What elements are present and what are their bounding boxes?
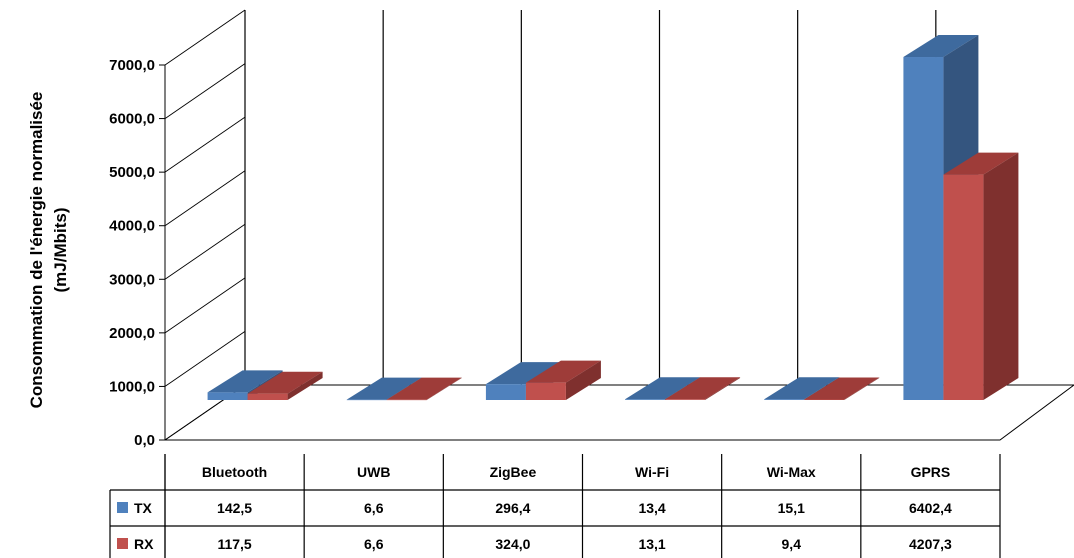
bar-RX-Wi-Fi-side <box>705 377 741 400</box>
legend-key-RX <box>117 538 128 549</box>
table-header-cell: GPRS <box>911 464 951 480</box>
bar-RX-Bluetooth <box>247 393 288 400</box>
y-tick-label: 0,0 <box>134 432 155 449</box>
bar-RX-Bluetooth-top <box>247 371 323 394</box>
table-value-cell: 15,1 <box>778 500 805 516</box>
y-tick-label: 2000,0 <box>109 325 155 342</box>
table-header-cell: ZigBee <box>490 464 537 480</box>
bar-RX-GPRS <box>943 174 984 400</box>
y-tick-label: 3000,0 <box>109 271 155 288</box>
table-header-cell: Bluetooth <box>202 464 267 480</box>
bar-TX-ZigBee-top <box>485 362 561 385</box>
bar-RX-GPRS-side <box>983 152 1019 400</box>
bar-RX-Wi-Max-side <box>844 377 880 400</box>
bar-RX-ZigBee <box>525 382 566 400</box>
bar-RX-UWB-top <box>386 377 462 400</box>
gridline-side <box>164 116 246 173</box>
table-header-cell: UWB <box>357 464 390 480</box>
table-value-cell: 13,4 <box>638 500 665 516</box>
bar-TX-Wi-Fi-top <box>625 377 701 400</box>
table-value-cell: 4207,3 <box>909 536 952 552</box>
table-value-cell: 324,0 <box>495 536 530 552</box>
y-tick-label: 5000,0 <box>109 164 155 181</box>
table-value-cell: 6,6 <box>364 536 384 552</box>
table-header-cell: Wi-Fi <box>635 464 669 480</box>
gridline-side <box>164 277 246 334</box>
bars <box>207 35 1019 401</box>
data-table: Bluetooth UWB ZigBee Wi-Fi Wi-Max GPRS TX 142,5… <box>109 454 1001 558</box>
bar-TX-Wi-Max-top <box>764 377 840 400</box>
y-tick-label: 4000,0 <box>109 218 155 235</box>
bar-RX-UWB-side <box>426 377 462 400</box>
bar-TX-ZigBee <box>485 384 526 400</box>
bar-TX-UWB-top <box>346 377 422 400</box>
legend-label-RX: RX <box>134 536 154 552</box>
bar-RX-Wi-Fi-top <box>665 377 741 400</box>
table-value-cell: 117,5 <box>217 536 251 552</box>
y-axis-label-line1: Consommation de l'énergie normalisée <box>27 92 46 409</box>
y-tick-label: 1000,0 <box>109 378 155 395</box>
bar-TX-GPRS <box>903 57 944 401</box>
y-axis-ticks: 0,0 1000,0 2000,0 3000,0 4000,0 5000,0 6000,0 7… <box>109 57 155 449</box>
bar-RX-ZigBee-side <box>565 360 601 400</box>
bar-RX-Wi-Max <box>804 399 845 400</box>
bar-RX-UWB <box>386 399 427 401</box>
bar-TX-Wi-Fi <box>625 399 666 400</box>
gridline-side <box>164 170 246 227</box>
gridline-side <box>164 331 246 387</box>
legend-label-TX: TX <box>134 500 153 516</box>
bar-RX-ZigBee-top <box>525 360 601 383</box>
table-value-cell: 142,5 <box>217 500 252 516</box>
bar-TX-Bluetooth-top <box>207 370 283 393</box>
gridlines <box>159 9 246 441</box>
bar-RX-GPRS-top <box>943 152 1019 175</box>
bar-TX-Wi-Max <box>764 399 805 400</box>
gridline-side <box>164 9 246 66</box>
gridline-side <box>164 63 246 119</box>
gridline-side <box>164 223 246 280</box>
bar-TX-GPRS-top <box>903 35 979 58</box>
table-header-cell: Wi-Max <box>767 464 816 480</box>
bar-RX-Wi-Max-top <box>804 377 880 400</box>
table-value-cell: 9,4 <box>782 536 802 552</box>
bar-TX-Bluetooth <box>207 392 248 400</box>
y-tick-label: 6000,0 <box>109 111 155 128</box>
legend-key-TX <box>117 502 128 513</box>
table-value-cell: 296,4 <box>495 500 530 516</box>
bar-RX-Wi-Fi <box>665 399 706 400</box>
y-tick-label: 7000,0 <box>109 57 155 74</box>
table-value-cell: 6,6 <box>364 500 384 516</box>
bar-RX-Bluetooth-side <box>287 371 323 400</box>
table-value-cell: 6402,4 <box>909 500 952 516</box>
y-axis-label-line2: (mJ/Mbits) <box>51 208 70 293</box>
bar-TX-UWB <box>346 399 387 401</box>
table-value-cell: 13,1 <box>638 536 665 552</box>
